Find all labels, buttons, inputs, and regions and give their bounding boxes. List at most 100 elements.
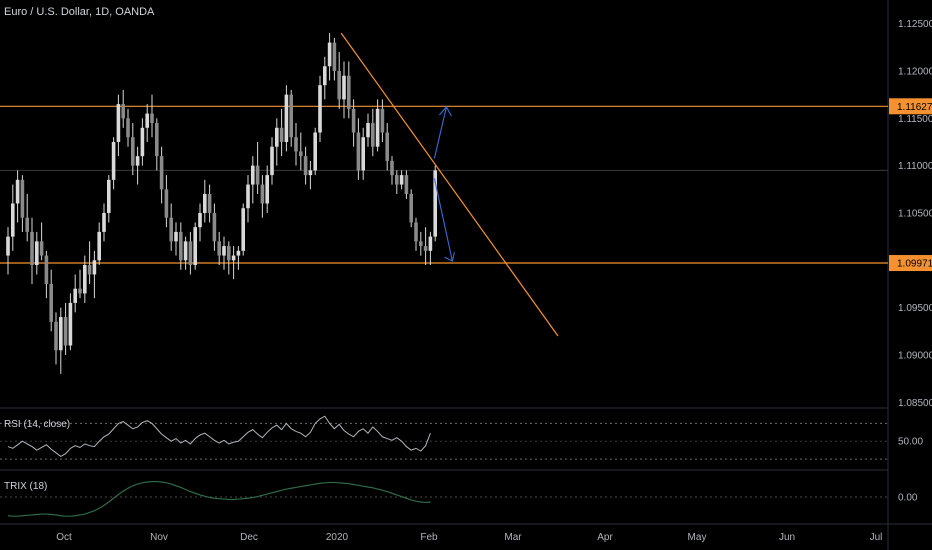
candle-body [6,236,10,256]
candle-body [203,194,207,213]
time-tick-label: Mar [504,532,522,543]
candle-body [54,321,58,351]
time-tick-label: Jun [779,532,795,543]
candle-body [275,127,279,147]
trix-label: TRIX (18) [4,481,48,492]
candle-body [20,179,25,218]
candle-body [270,146,274,176]
candle-body [327,42,332,67]
candle-body [78,288,82,294]
candle-body [299,151,303,157]
candle-body [92,260,97,275]
candle-body [347,75,351,109]
candle-body [169,217,173,242]
candle-body [35,241,39,266]
candle-body [183,241,188,261]
candle-body [423,246,428,251]
candle-body [361,137,365,171]
rsi-label: RSI (14, close) [4,419,71,430]
candle-body [107,179,111,213]
candle-body [351,108,356,133]
candle-body [222,246,226,256]
time-tick-label: Nov [150,532,168,543]
time-tick-label: Dec [240,532,258,543]
candle-body [433,170,437,237]
candle-body [428,236,433,251]
price-badge-label: 1.09971 [897,259,932,270]
candle-body [116,104,121,142]
candle-body [375,108,380,147]
candle-body [198,212,202,228]
candle-body [313,132,317,171]
rsi-tick-label: 50.00 [898,437,923,448]
chart-title: Euro / U.S. Dollar, 1D, OANDA [4,6,155,18]
candle-body [284,94,289,142]
down-arrow-head [444,252,455,262]
candle-body [308,170,313,176]
candle-body [227,246,231,261]
candle-body [332,42,337,71]
candle-body [135,156,140,166]
candle-body [97,231,101,261]
trix-series-line [7,480,431,517]
candle-body [39,241,44,256]
candle-body [289,94,293,138]
price-badge-label: 1.11627 [897,102,932,113]
candle-body [318,85,322,133]
candle-body [231,255,236,261]
candle-body [87,265,92,275]
candle-body [159,156,164,190]
candle-body [83,265,87,294]
candle-body [44,255,49,284]
price-tick-label: 1.12000 [898,66,932,77]
candle-body [140,127,145,157]
candle-body [356,132,361,171]
candle-body [260,184,265,204]
candle-body [193,227,197,266]
time-tick-label: Feb [420,532,438,543]
candle-body [68,302,73,346]
trend-line [340,32,559,337]
candle-body [342,75,346,100]
candle-body [164,189,169,218]
price-tick-label: 1.09500 [898,303,932,314]
candle-body [404,175,409,195]
candle-body [63,317,68,346]
candle-body [414,222,418,242]
candle-body [241,208,245,251]
candle-body [15,179,20,204]
candle-body [217,241,221,256]
time-tick-label: May [688,532,707,543]
candle-body [251,165,255,185]
candle-body [11,203,15,237]
candle-body [385,132,389,161]
up-arrow-shaft [433,106,447,159]
candle-body [419,241,423,247]
time-tick-label: 2020 [326,532,349,543]
candle-body [279,127,284,142]
candle-body [371,123,375,147]
candle-body [395,175,399,185]
candle-body [188,241,193,266]
price-tick-label: 1.11000 [898,161,932,172]
price-tick-label: 1.10500 [898,208,932,219]
up-arrow-head [438,106,452,117]
price-tick-label: 1.08500 [898,398,932,409]
candle-body [126,118,130,138]
candle-body [265,175,269,204]
candle-body [390,160,394,176]
candle-body [111,141,116,180]
trix-tick-label: 0.00 [898,493,918,504]
candle-body [303,156,308,176]
rsi-series-line [7,415,431,457]
candle-body [25,217,29,232]
candle-body [150,113,154,124]
down-arrow-shaft [433,178,453,262]
price-badge [889,98,932,115]
candle-body [380,108,385,133]
candle-body [323,66,327,86]
candle-body [337,70,341,100]
candle-body [30,231,34,266]
price-badge [889,255,932,272]
